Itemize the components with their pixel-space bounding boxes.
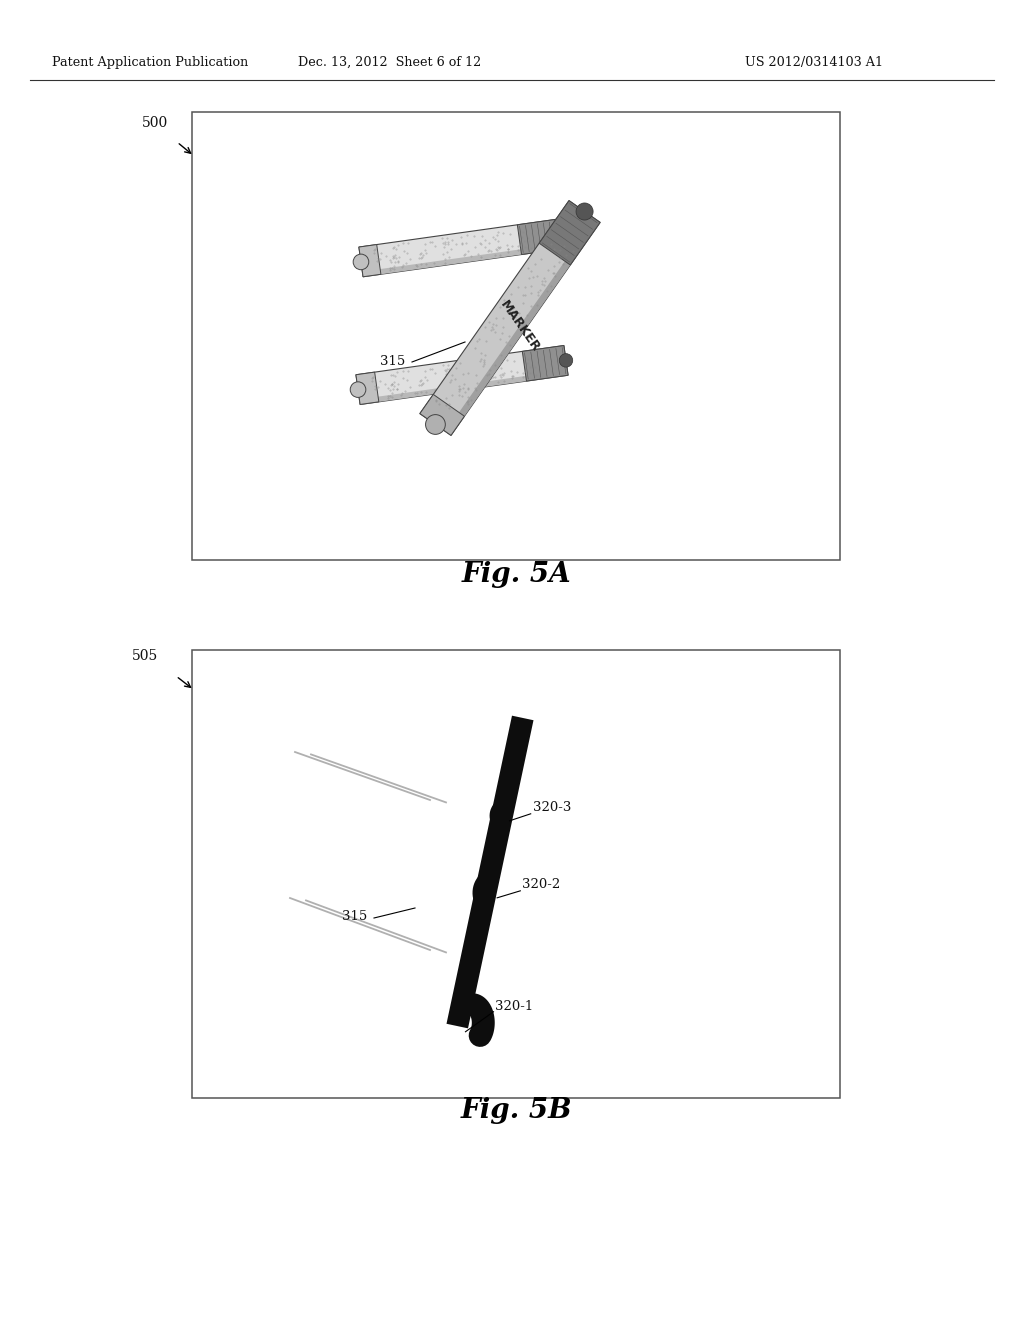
Text: Dec. 13, 2012  Sheet 6 of 12: Dec. 13, 2012 Sheet 6 of 12 [298,55,481,69]
Polygon shape [446,715,534,1028]
Text: 315: 315 [342,909,368,923]
Circle shape [426,414,445,434]
Circle shape [577,203,593,220]
Polygon shape [362,244,561,277]
Polygon shape [358,219,561,277]
Polygon shape [522,346,568,381]
Polygon shape [517,219,561,255]
Circle shape [559,354,572,367]
Text: Fig. 5A: Fig. 5A [461,561,570,587]
Bar [193,112,840,560]
Text: MARKER: MARKER [498,298,543,354]
Bar [193,649,840,1098]
Polygon shape [445,219,600,436]
Circle shape [552,227,566,240]
Polygon shape [356,346,568,404]
Text: 505: 505 [132,649,159,663]
Text: Patent Application Publication: Patent Application Publication [52,55,248,69]
Circle shape [353,255,369,269]
Polygon shape [358,244,381,277]
Text: 320-3: 320-3 [532,801,571,814]
Polygon shape [420,395,465,436]
Text: 320-1: 320-1 [496,999,534,1012]
Polygon shape [420,201,600,436]
Text: 320-2: 320-2 [522,878,560,891]
Polygon shape [359,370,568,404]
Polygon shape [356,372,379,404]
Polygon shape [540,201,600,265]
Text: 500: 500 [142,116,168,129]
Text: 315: 315 [380,355,406,368]
Text: Fig. 5B: Fig. 5B [460,1097,571,1125]
Text: US 2012/0314103 A1: US 2012/0314103 A1 [745,55,883,69]
Circle shape [350,381,366,397]
